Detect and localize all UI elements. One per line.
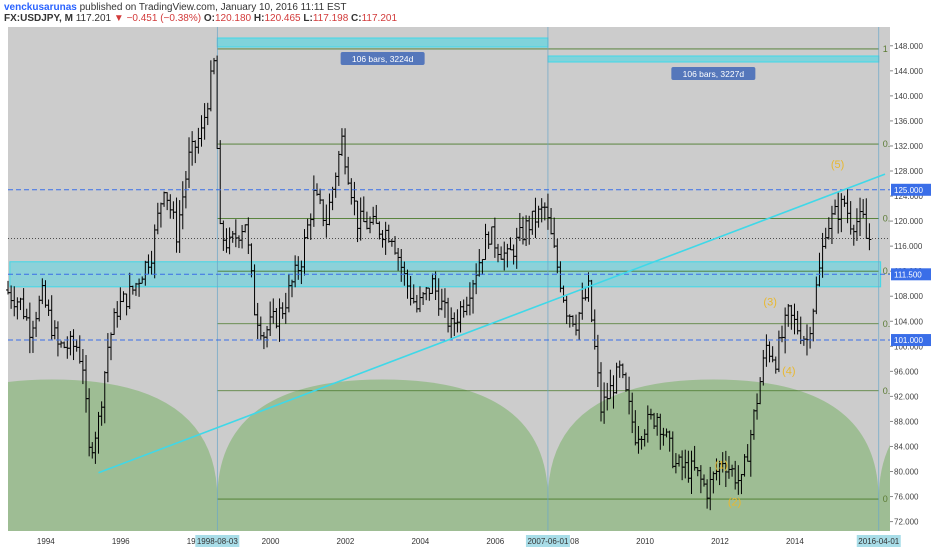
y-tick-label: 104.000	[894, 317, 923, 326]
bar-count-text-1: 106 bars, 3224d	[352, 54, 414, 64]
fib-label: 0	[883, 494, 888, 504]
ohlc-line: FX:USDJPY, M 117.201 ▼ −0.451 (−0.38%) O…	[4, 13, 397, 24]
y-tick-label: 136.000	[894, 117, 923, 126]
down-triangle-icon: ▼	[113, 13, 124, 24]
cycle-arc	[8, 379, 218, 531]
y-tick-label: 140.000	[894, 92, 923, 101]
price-badge	[891, 183, 931, 196]
price-badge-text: 111.500	[894, 270, 922, 279]
wave-label: (5)	[831, 159, 844, 171]
y-tick-label: 92.000	[894, 392, 919, 401]
trendline	[98, 173, 886, 474]
bar-count-range-1	[216, 37, 549, 48]
bar-count-badge-1	[340, 52, 425, 65]
cycle-arcs	[8, 379, 890, 531]
y-tick-label: 128.000	[894, 167, 923, 176]
close-label: C:	[351, 13, 362, 24]
y-tick-label: 84.000	[894, 442, 919, 451]
cycle-arc	[217, 379, 548, 531]
y-tick-label: 124.000	[894, 192, 923, 201]
x-tick-label: 1996	[112, 537, 130, 546]
cycle-arc	[878, 445, 890, 531]
y-tick-label: 116.000	[894, 242, 923, 251]
bar-count-range-2	[547, 55, 880, 63]
high-label: H:	[253, 13, 265, 24]
date-badge	[525, 535, 570, 547]
date-badge	[856, 535, 901, 547]
open-label: O:	[203, 13, 215, 24]
y-tick-label: 120.000	[894, 217, 923, 226]
published-text: published on TradingView.com, January 10…	[79, 2, 347, 13]
x-tick-label: 2014	[786, 537, 804, 546]
close-value: 117.201	[361, 13, 397, 24]
bar-count-badge-2	[671, 67, 756, 80]
x-tick-label: 2012	[711, 537, 729, 546]
author-link[interactable]: venckusarunas	[4, 2, 77, 13]
wave-label: (1)	[715, 459, 728, 471]
low-value: 117.198	[312, 13, 349, 24]
x-tick-label: 2002	[337, 537, 355, 546]
price-badge	[891, 268, 931, 281]
left-margin	[0, 27, 8, 531]
wave-label: (4)	[782, 365, 795, 377]
y-axis[interactable]: 148.000 144.000 140.000 136.000 132.000 128.0…	[890, 27, 932, 531]
high-value: 120.465	[264, 13, 301, 24]
date-badge	[195, 535, 240, 547]
fib-label: 0.5	[883, 266, 896, 276]
y-tick-label: 96.000	[894, 367, 919, 376]
y-tick-label: 100.000	[894, 342, 923, 351]
y-tick-label: 88.000	[894, 417, 919, 426]
y-tick-label: 132.000	[894, 142, 923, 151]
date-badge-text: 2016-04-01	[858, 537, 899, 546]
wave-label: (2)	[728, 496, 741, 508]
price-badge-text: 125.000	[894, 186, 923, 195]
y-tick-label: 76.000	[894, 493, 919, 502]
x-tick-label: 2004	[411, 537, 429, 546]
last-price: 117.201	[75, 13, 112, 24]
y-tick-label: 108.000	[894, 292, 923, 301]
y-tick-label: 148.000	[894, 42, 923, 51]
bar-count-text-2: 106 bars, 3227d	[683, 69, 745, 79]
candles	[6, 55, 872, 511]
level-lines	[8, 173, 890, 474]
fib-label: 1	[883, 44, 888, 54]
annotations: 106 bars, 3224d 106 bars, 3227d (1) (2) (3) (…	[340, 52, 844, 508]
x-tick-label: 1994	[37, 537, 55, 546]
publish-line: venckusarunas published on TradingView.c…	[4, 2, 346, 13]
low-label: L:	[303, 13, 313, 24]
date-badge-text: 1998-08-03	[197, 537, 238, 546]
chart-header: venckusarunas published on TradingView.c…	[0, 0, 932, 26]
x-axis[interactable]: 1994199619982000200220042006200820102012…	[0, 531, 932, 550]
x-tick-label: 2000	[262, 537, 280, 546]
wave-label: (3)	[763, 297, 776, 309]
x-tick-label: 2008	[561, 537, 579, 546]
price-badge-text: 101.000	[894, 336, 923, 345]
y-tick-label: 80.000	[894, 468, 919, 477]
symbol-label[interactable]: FX:USDJPY, M	[4, 13, 73, 24]
cycle-arc	[547, 379, 879, 531]
y-tick-label: 72.000	[894, 518, 919, 527]
open-value: 120.180	[214, 13, 252, 24]
y-tick-label: 144.000	[894, 67, 923, 76]
date-badge-text: 2007-06-01	[527, 537, 568, 546]
x-tick-label: 2006	[486, 537, 504, 546]
x-tick-label: 2010	[636, 537, 654, 546]
price-badge	[891, 334, 931, 347]
price-change: −0.451 (−0.38%)	[126, 13, 202, 24]
